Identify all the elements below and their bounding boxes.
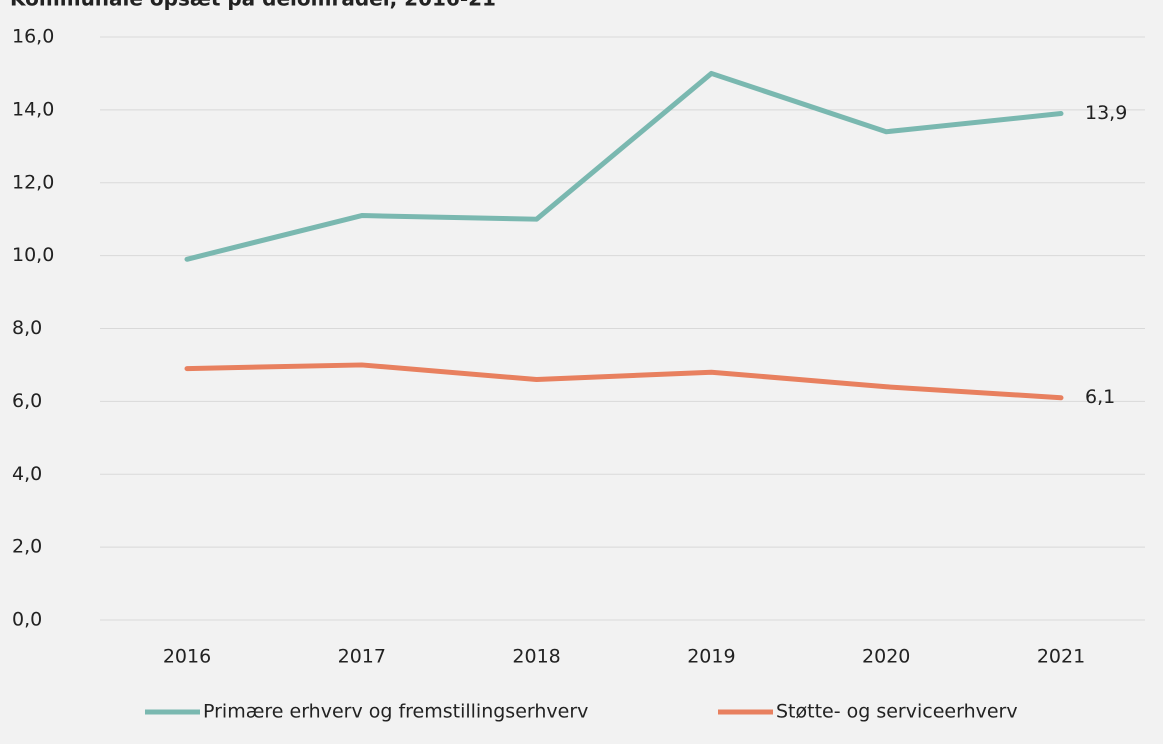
x-tick-label: 2017: [338, 646, 386, 668]
data-label: 6,1: [1085, 386, 1115, 408]
x-tick-label: 2020: [862, 646, 910, 668]
x-tick-label: 2018: [512, 646, 560, 668]
y-tick-label: 2,0: [12, 536, 42, 558]
data-label: 13,9: [1085, 102, 1127, 124]
y-tick-label: 16,0: [12, 26, 54, 48]
y-tick-label: 0,0: [12, 609, 42, 631]
x-tick-label: 2021: [1037, 646, 1085, 668]
x-tick-label: 2016: [163, 646, 211, 668]
y-tick-label: 6,0: [12, 390, 42, 412]
series-line: [184, 70, 1064, 262]
series-line: [184, 362, 1064, 401]
y-tick-label: 4,0: [12, 463, 42, 485]
x-tick-label: 2019: [687, 646, 735, 668]
legend-label: Støtte- og serviceerhverv: [776, 701, 1018, 723]
y-tick-label: 12,0: [12, 171, 54, 193]
y-tick-label: 10,0: [12, 244, 54, 266]
chart-title: Kommunale opsæt på delområder, 2016-21: [10, 0, 496, 11]
legend-label: Primære erhverv og fremstillingserhverv: [203, 701, 588, 723]
y-tick-label: 8,0: [12, 317, 42, 339]
y-tick-label: 14,0: [12, 98, 54, 120]
